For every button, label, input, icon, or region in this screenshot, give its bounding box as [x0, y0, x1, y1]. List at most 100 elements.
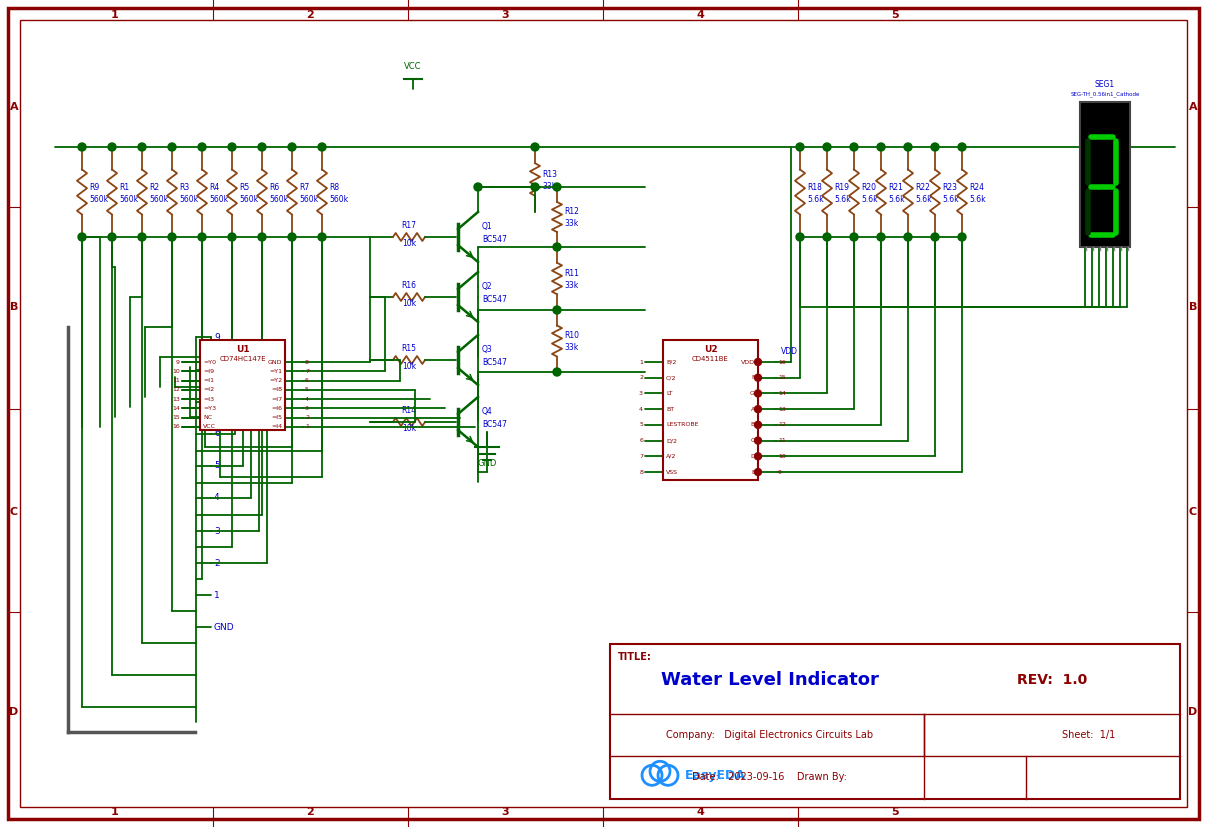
Circle shape [754, 390, 762, 397]
Text: GND: GND [214, 623, 234, 632]
Circle shape [904, 233, 912, 241]
Circle shape [754, 405, 762, 413]
Text: R2: R2 [148, 183, 159, 192]
Text: Company:   Digital Electronics Circuits Lab: Company: Digital Electronics Circuits La… [666, 729, 873, 739]
Circle shape [823, 143, 830, 151]
Text: R13: R13 [542, 170, 556, 179]
Text: R6: R6 [269, 183, 279, 192]
Text: D: D [1189, 707, 1197, 717]
Text: 5.6k: 5.6k [834, 194, 851, 203]
Text: 4: 4 [639, 407, 643, 412]
Text: BC547: BC547 [482, 358, 507, 367]
Text: 560k: 560k [239, 194, 258, 203]
Text: =I2: =I2 [203, 387, 214, 392]
Text: =I5: =I5 [272, 415, 282, 420]
Text: 560k: 560k [269, 194, 288, 203]
Text: 5.6k: 5.6k [861, 194, 877, 203]
Circle shape [258, 233, 266, 241]
Text: LT: LT [666, 391, 672, 396]
Text: 560k: 560k [89, 194, 109, 203]
Text: 16: 16 [173, 424, 180, 429]
Text: 5: 5 [214, 461, 220, 471]
Text: 1: 1 [214, 590, 220, 600]
Text: 33k: 33k [564, 281, 578, 290]
Text: D: D [10, 707, 18, 717]
Text: 5: 5 [640, 423, 643, 428]
Text: 3: 3 [501, 10, 509, 20]
Text: 11: 11 [173, 378, 180, 383]
Circle shape [553, 243, 561, 251]
Text: 3: 3 [501, 807, 509, 817]
Text: 5: 5 [305, 387, 309, 392]
Text: 8: 8 [214, 366, 220, 375]
Circle shape [138, 233, 146, 241]
Text: R16: R16 [402, 281, 416, 290]
Text: =I8: =I8 [272, 387, 282, 392]
Bar [200, 340, 285, 430]
Circle shape [754, 437, 762, 444]
Text: A: A [10, 102, 18, 112]
Text: 2: 2 [307, 10, 314, 20]
Circle shape [288, 233, 296, 241]
Text: VSS: VSS [666, 470, 678, 475]
Circle shape [904, 143, 912, 151]
Circle shape [78, 233, 86, 241]
Text: C: C [10, 507, 18, 517]
Circle shape [107, 233, 116, 241]
Text: VDD: VDD [781, 347, 798, 356]
Text: TITLE:: TITLE: [618, 652, 652, 662]
Text: 12: 12 [173, 387, 180, 392]
Circle shape [754, 358, 762, 366]
Circle shape [107, 143, 116, 151]
Circle shape [850, 143, 858, 151]
Text: Date:   2023-09-16    Drawn By:: Date: 2023-09-16 Drawn By: [692, 772, 847, 782]
Text: 8: 8 [640, 470, 643, 475]
Text: 4: 4 [696, 807, 704, 817]
Text: R12: R12 [564, 208, 579, 217]
Text: 6: 6 [214, 429, 220, 438]
Circle shape [931, 143, 939, 151]
Text: 10: 10 [173, 369, 180, 374]
Text: G: G [750, 391, 756, 396]
Circle shape [754, 469, 762, 476]
Text: R11: R11 [564, 269, 579, 278]
Text: D: D [750, 454, 756, 459]
Circle shape [754, 422, 762, 428]
Text: LESTROBE: LESTROBE [666, 423, 699, 428]
Circle shape [958, 143, 966, 151]
Text: 15: 15 [779, 375, 786, 380]
Text: =I1: =I1 [203, 378, 214, 383]
Circle shape [931, 233, 939, 241]
Text: 1: 1 [111, 10, 118, 20]
Circle shape [877, 233, 885, 241]
Text: B: B [751, 423, 756, 428]
Text: R8: R8 [330, 183, 339, 192]
Text: 560k: 560k [330, 194, 348, 203]
Text: 5.6k: 5.6k [915, 194, 932, 203]
Text: CD4511BE: CD4511BE [692, 356, 729, 362]
Text: BC547: BC547 [482, 235, 507, 244]
Circle shape [795, 233, 804, 241]
Text: U1: U1 [235, 345, 250, 354]
Text: SEG1: SEG1 [1095, 80, 1115, 89]
Text: EasyEDA: EasyEDA [686, 769, 746, 782]
Text: =Y1: =Y1 [269, 369, 282, 374]
Circle shape [138, 143, 146, 151]
Text: 2: 2 [305, 415, 309, 420]
Text: R3: R3 [179, 183, 189, 192]
Text: 3: 3 [214, 527, 220, 536]
Text: A/2: A/2 [666, 454, 676, 459]
Text: 560k: 560k [148, 194, 168, 203]
Circle shape [288, 143, 296, 151]
Text: B: B [10, 302, 18, 312]
Circle shape [553, 368, 561, 376]
Text: 10: 10 [779, 454, 786, 459]
Text: BC547: BC547 [482, 420, 507, 429]
Circle shape [754, 453, 762, 460]
Text: R17: R17 [402, 221, 416, 230]
Text: 10k: 10k [402, 424, 416, 433]
Text: 6: 6 [305, 378, 309, 383]
Text: VCC: VCC [203, 424, 216, 429]
Text: =Y0: =Y0 [203, 360, 216, 365]
Circle shape [553, 306, 561, 314]
